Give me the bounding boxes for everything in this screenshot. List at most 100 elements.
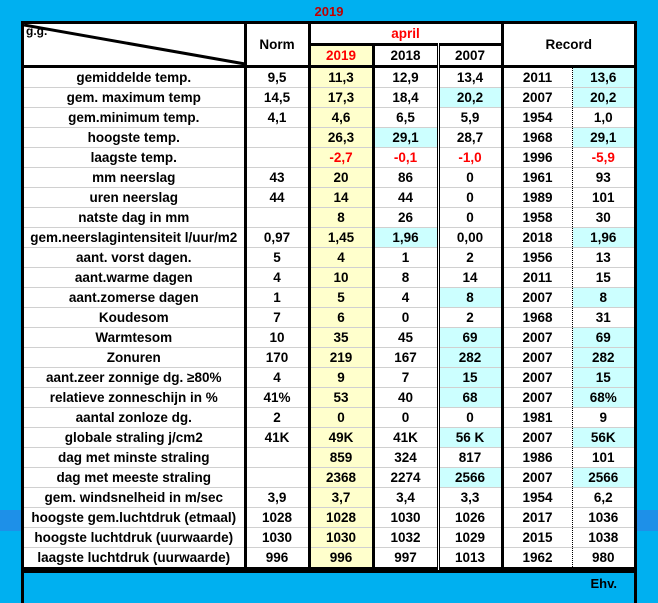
value-2019-cell: 10 — [307, 267, 373, 288]
norm-cell: 996 — [243, 547, 309, 570]
row-label: gem.neerslagintensiteit l/uur/m2 — [24, 227, 245, 248]
corner-header: g.g. — [24, 24, 245, 68]
row-label: gemiddelde temp. — [24, 66, 245, 88]
table-row: gemiddelde temp. 9,5 11,3 12,9 13,4 2011 13,6 — [24, 66, 635, 88]
value-2019-cell: 1,45 — [307, 227, 373, 248]
value-2007-cell: 3,3 — [436, 487, 503, 508]
table-row: aantal zonloze dg. 2 0 0 0 1981 9 — [24, 407, 635, 428]
record-value-cell: 30 — [571, 207, 635, 228]
row-label: hoogste gem.luchtdruk (etmaal) — [24, 507, 245, 528]
value-2018-cell: 0 — [371, 407, 438, 428]
table-row: hoogste gem.luchtdruk (etmaal) 1028 1028 10… — [24, 507, 635, 528]
record-year-cell: 1968 — [500, 307, 573, 328]
record-year-cell: 2011 — [500, 66, 573, 88]
value-2019-cell: 49K — [307, 427, 373, 448]
record-value-cell: 101 — [571, 447, 635, 468]
value-2019-cell: 5 — [307, 287, 373, 308]
record-year-cell: 2011 — [500, 267, 573, 288]
table-row: gem. windsnelheid in m/sec 3,9 3,7 3,4 3,3 19… — [24, 487, 635, 508]
row-label: hoogste temp. — [24, 127, 245, 148]
norm-cell: 41% — [243, 387, 309, 408]
value-2007-cell: 15 — [436, 367, 503, 388]
row-label: gem.minimum temp. — [24, 107, 245, 128]
norm-cell: 1 — [243, 287, 309, 308]
record-year-cell: 1958 — [500, 207, 573, 228]
row-label: mm neerslag — [24, 167, 245, 188]
row-label: dag met minste straling — [24, 447, 245, 468]
record-year-cell: 2007 — [500, 327, 573, 348]
record-value-cell: 13 — [571, 247, 635, 268]
value-2018-cell: 324 — [371, 447, 438, 468]
row-label: laagste temp. — [24, 147, 245, 168]
row-label: globale straling j/cm2 — [24, 427, 245, 448]
record-year-cell: 2017 — [500, 507, 573, 528]
value-2018-cell: 2274 — [371, 467, 438, 488]
record-value-cell: 15 — [571, 267, 635, 288]
month-header: april — [307, 24, 503, 46]
value-2007-cell: 1013 — [436, 547, 503, 570]
value-2007-cell: 69 — [436, 327, 503, 348]
record-value-cell: 9 — [571, 407, 635, 428]
norm-cell — [243, 127, 309, 148]
record-year-cell: 2007 — [500, 427, 573, 448]
value-2018-cell: 167 — [371, 347, 438, 368]
table-row: dag met meeste straling 2368 2274 2566 2007 2… — [24, 467, 635, 488]
table-row: Koudesom 7 6 0 2 1968 31 — [24, 307, 635, 328]
value-2007-cell: 817 — [436, 447, 503, 468]
record-year-cell: 2007 — [500, 287, 573, 308]
value-2007-cell: 28,7 — [436, 127, 503, 148]
record-year-cell: 2007 — [500, 387, 573, 408]
row-label: gem. windsnelheid in m/sec — [24, 487, 245, 508]
value-2019-cell: 219 — [307, 347, 373, 368]
norm-cell: 9,5 — [243, 66, 309, 88]
table-row: Zonuren 170 219 167 282 2007 282 — [24, 347, 635, 368]
record-value-cell: 20,2 — [571, 87, 635, 108]
value-2018-cell: 8 — [371, 267, 438, 288]
row-label: hoogste luchtdruk (uurwaarde) — [24, 527, 245, 548]
value-2018-cell: 0 — [371, 307, 438, 328]
row-label: Warmtesom — [24, 327, 245, 348]
record-value-cell: 68% — [571, 387, 635, 408]
value-2018-cell: 1030 — [371, 507, 438, 528]
norm-header: Norm — [243, 24, 309, 68]
record-header: Record — [500, 24, 635, 68]
value-2018-cell: 7 — [371, 367, 438, 388]
record-value-cell: 69 — [571, 327, 635, 348]
record-year-cell: 1968 — [500, 127, 573, 148]
table-row: natste dag in mm 8 26 0 1958 30 — [24, 207, 635, 228]
norm-cell: 4 — [243, 267, 309, 288]
value-2019-cell: 35 — [307, 327, 373, 348]
value-2018-cell: 41K — [371, 427, 438, 448]
record-value-cell: -5,9 — [571, 147, 635, 168]
value-2007-cell: 56 K — [436, 427, 503, 448]
value-2018-cell: 44 — [371, 187, 438, 208]
row-label: relatieve zonneschijn in % — [24, 387, 245, 408]
record-value-cell: 2566 — [571, 467, 635, 488]
footer-bar: Ehv. — [21, 573, 637, 603]
value-2007-cell: -1,0 — [436, 147, 503, 168]
diagonal-line — [24, 24, 245, 64]
table-row: mm neerslag 43 20 86 0 1961 93 — [24, 167, 635, 188]
sheet-title: 2019 — [314, 4, 344, 19]
norm-cell: 43 — [243, 167, 309, 188]
value-2007-cell: 14 — [436, 267, 503, 288]
record-value-cell: 101 — [571, 187, 635, 208]
record-year-cell: 2018 — [500, 227, 573, 248]
table-row: dag met minste straling 859 324 817 1986 101 — [24, 447, 635, 468]
record-year-cell: 2015 — [500, 527, 573, 548]
row-label: aant.warme dagen — [24, 267, 245, 288]
value-2007-cell: 2 — [436, 247, 503, 268]
value-2019-cell: -2,7 — [307, 147, 373, 168]
table-row: Warmtesom 10 35 45 69 2007 69 — [24, 327, 635, 348]
table-row: gem. maximum temp 14,5 17,3 18,4 20,2 2007 20,… — [24, 87, 635, 108]
weather-table-container: g.g. Norm april Record 2019 2018 2007 ge… — [21, 21, 637, 573]
value-2018-cell: 3,4 — [371, 487, 438, 508]
record-year-cell: 2007 — [500, 87, 573, 108]
value-2019-cell: 20 — [307, 167, 373, 188]
table-row: gem.minimum temp. 4,1 4,6 6,5 5,9 1954 1,0 — [24, 107, 635, 128]
value-2018-cell: 45 — [371, 327, 438, 348]
norm-cell: 4,1 — [243, 107, 309, 128]
value-2018-cell: 1,96 — [371, 227, 438, 248]
value-2019-cell: 8 — [307, 207, 373, 228]
record-value-cell: 8 — [571, 287, 635, 308]
